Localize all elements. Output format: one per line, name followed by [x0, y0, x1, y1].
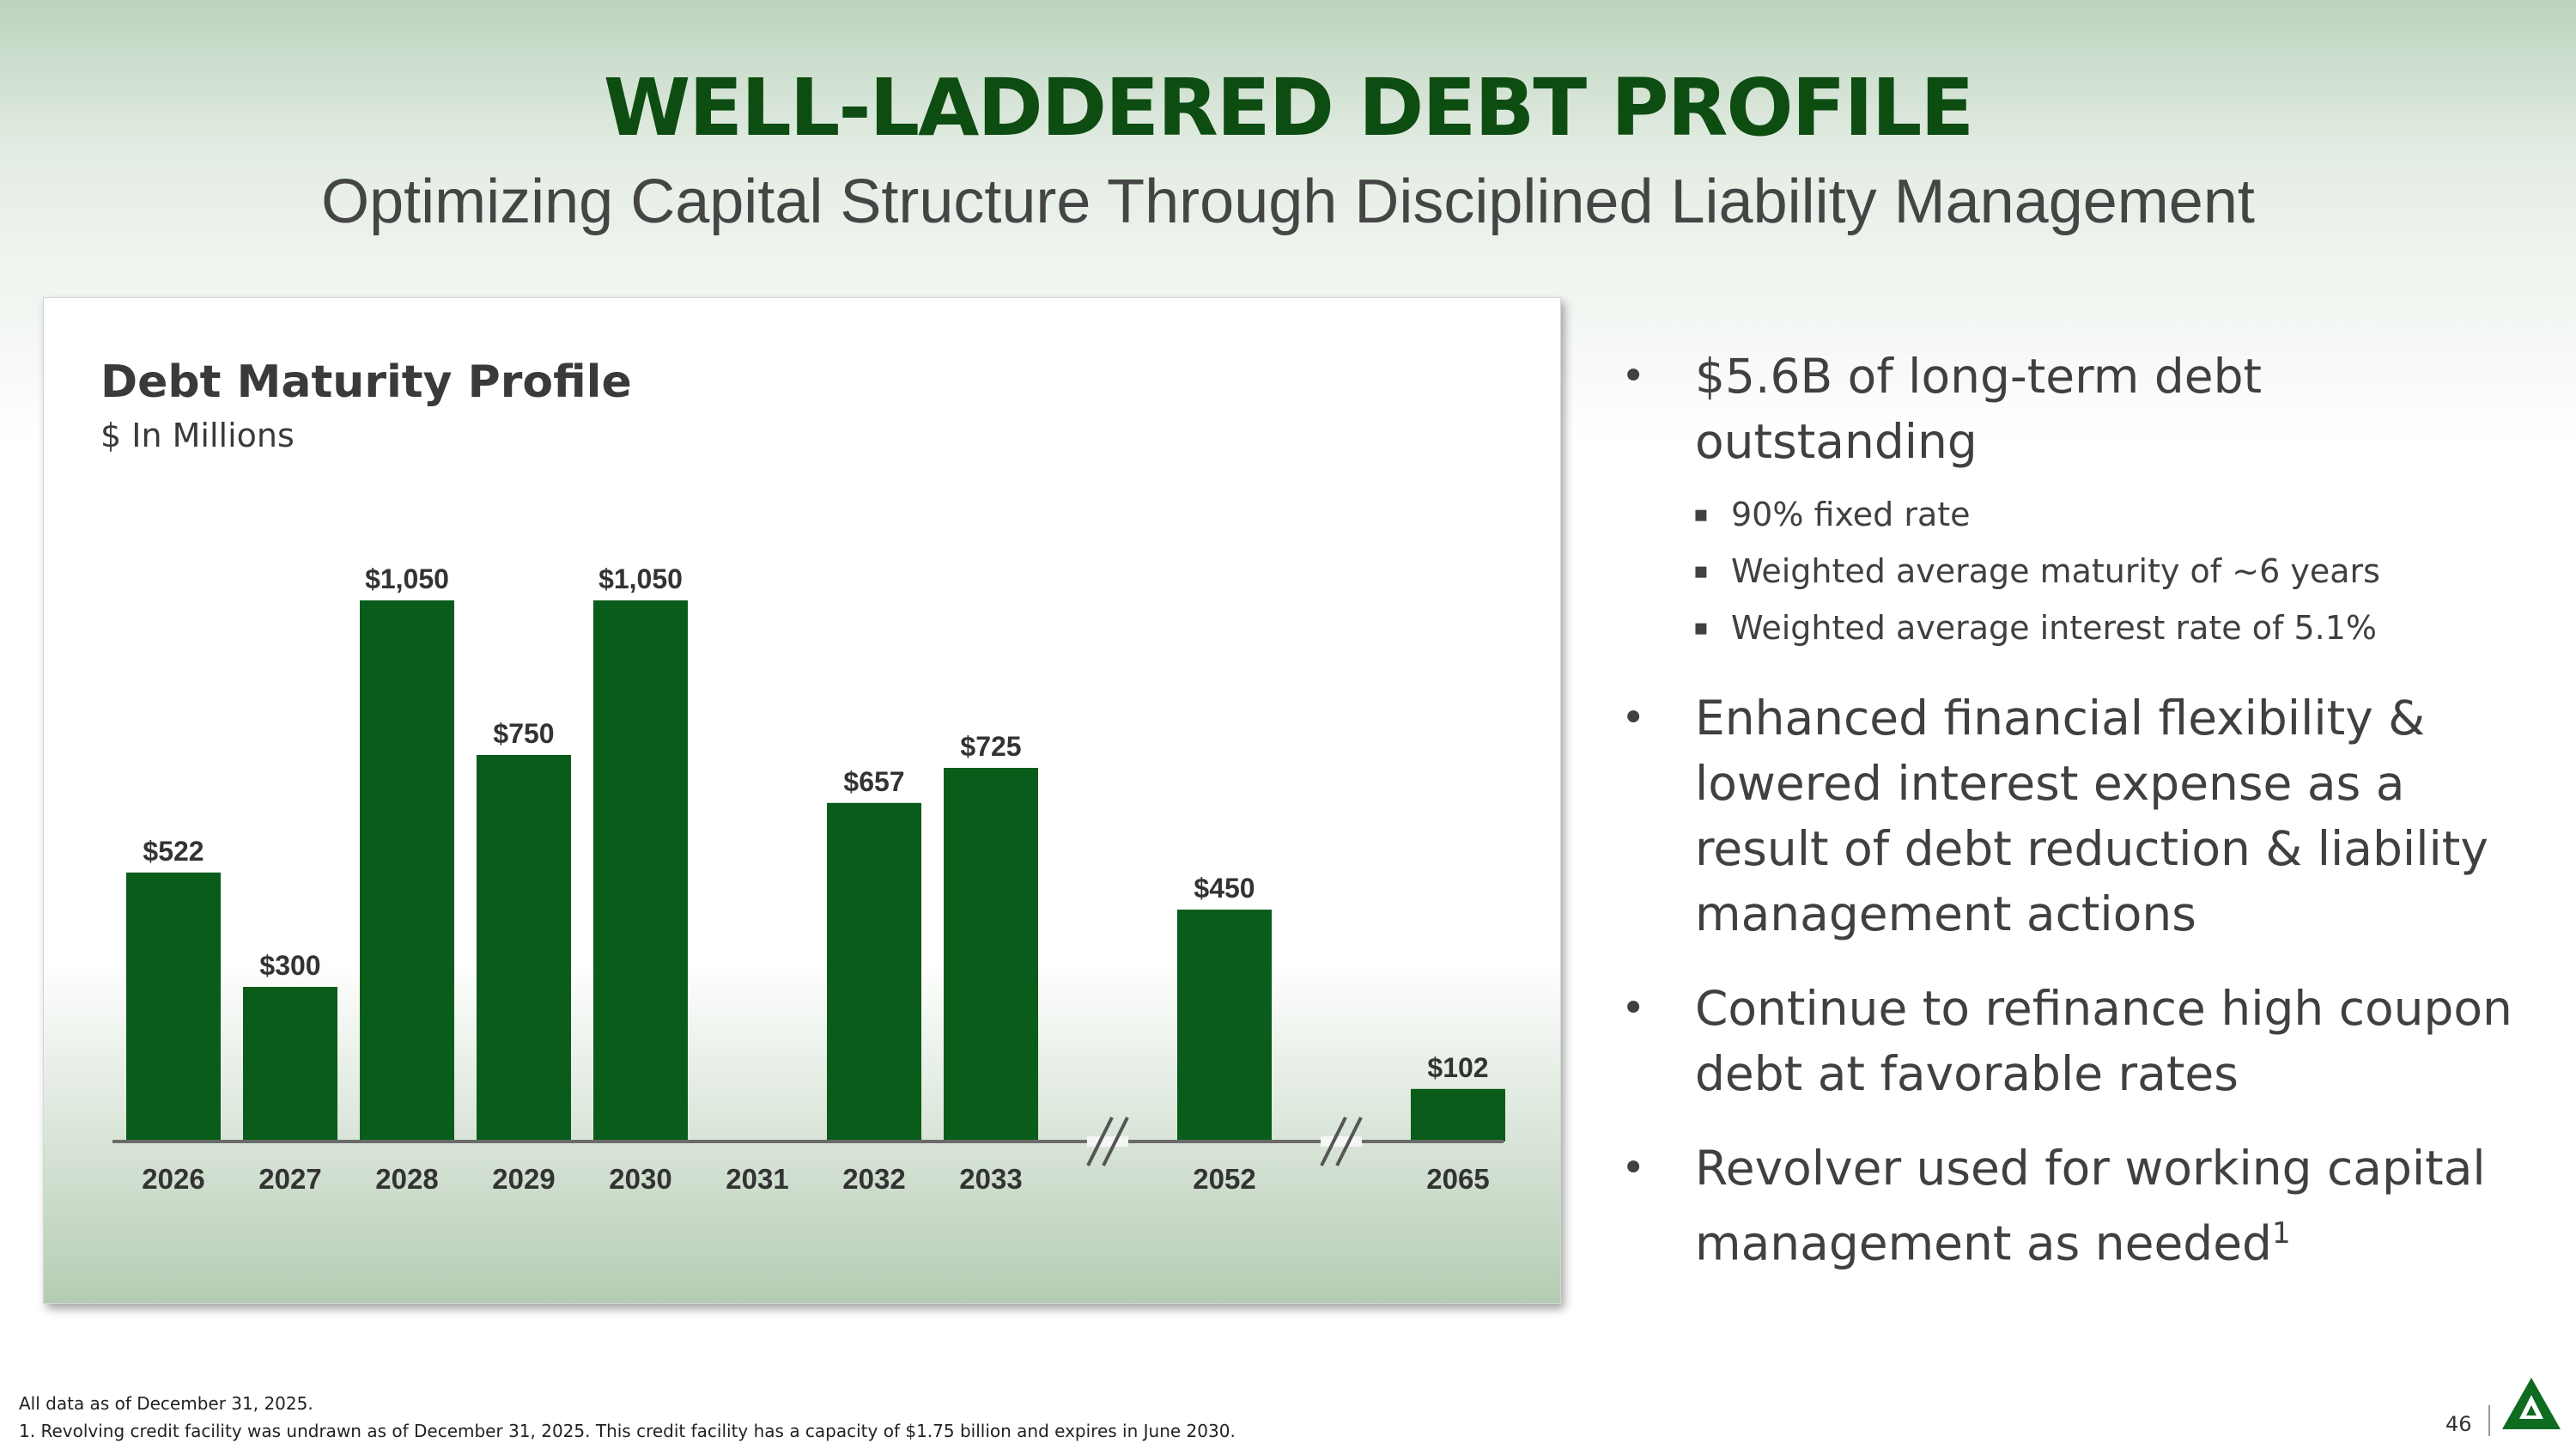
slide-subtitle: Optimizing Capital Structure Through Dis… [321, 167, 2255, 236]
bullet-list: • $5.6B of long-term debt outstanding ▪ 90%… [1614, 344, 2542, 1305]
data-label-2030: $1,050 [598, 563, 683, 594]
bullet-dot-icon: • [1621, 694, 1646, 742]
data-label-2033: $725 [960, 731, 1021, 762]
chart-units: $ In Millions [100, 417, 295, 454]
x-tick-2052: 2052 [1193, 1163, 1255, 1195]
bar-2065 [1411, 1088, 1505, 1142]
bullet-text: Enhanced financial flexibility & lowered… [1695, 691, 2488, 941]
bullet-item: • $5.6B of long-term debt outstanding ▪ 90%… [1614, 344, 2542, 656]
sub-bullet-text: Weighted average interest rate of 5.1% [1731, 609, 2377, 647]
x-tick-2029: 2029 [492, 1163, 555, 1195]
square-bullet-icon: ▪ [1693, 502, 1709, 527]
bar-2028 [360, 600, 454, 1142]
data-label-2052: $450 [1194, 873, 1255, 904]
data-label-2028: $1,050 [365, 563, 449, 594]
bullet-text: $5.6B of long-term debt outstanding [1695, 349, 2263, 469]
sub-bullet-text: Weighted average maturity of ~6 years [1731, 552, 2380, 590]
axis-break-mark-2033-1 [1102, 1117, 1129, 1166]
chart-panel: Debt Maturity Profile $ In Millions $522… [43, 297, 1561, 1304]
bar-2033 [944, 768, 1038, 1142]
sub-bullet-item: ▪ Weighted average maturity of ~6 years [1614, 543, 2542, 600]
axis-break-mark-2052-1 [1335, 1117, 1363, 1166]
bar-2052 [1177, 910, 1272, 1142]
x-tick-2027: 2027 [258, 1163, 321, 1195]
square-bullet-icon: ▪ [1693, 558, 1709, 584]
x-tick-2030: 2030 [609, 1163, 671, 1195]
bar-2027 [243, 987, 337, 1142]
bar-2026 [126, 872, 221, 1142]
sub-bullet-text: 90% fixed rate [1731, 496, 1971, 533]
page-separator [2488, 1405, 2490, 1436]
axis-break-gap-2052 [1321, 1136, 1362, 1147]
axis-break-gap-2033 [1087, 1136, 1128, 1147]
footnote-revolver: 1. Revolving credit facility was undrawn… [19, 1421, 1236, 1441]
chart-title: Debt Maturity Profile [100, 356, 632, 408]
bullet-dot-icon: • [1621, 1144, 1646, 1192]
x-tick-2028: 2028 [375, 1163, 438, 1195]
axis-break-mark-2033-0 [1086, 1117, 1114, 1166]
x-tick-2026: 2026 [142, 1163, 204, 1195]
bullet-item: • Continue to refinance high coupon debt … [1614, 976, 2542, 1106]
bullet-text: Continue to refinance high coupon debt a… [1695, 981, 2512, 1101]
company-triangle-logo-icon [2502, 1378, 2561, 1429]
x-tick-2032: 2032 [842, 1163, 905, 1195]
slide-title: WELL-LADDERED DEBT PROFILE [603, 62, 1974, 154]
bar-2029 [477, 755, 571, 1142]
sub-bullet-item: ▪ 90% fixed rate [1614, 486, 2542, 543]
bullet-item: • Revolver used for working capital manag… [1614, 1135, 2542, 1275]
sub-bullet-list: ▪ 90% fixed rate ▪ Weighted average maturit… [1693, 486, 2542, 656]
bullet-dot-icon: • [1621, 984, 1646, 1032]
data-label-2027: $300 [259, 950, 320, 981]
data-label-2032: $657 [843, 766, 904, 797]
bullet-text: Revolver used for working capital manage… [1695, 1141, 2486, 1271]
bar-2032 [827, 802, 921, 1142]
x-tick-2031: 2031 [726, 1163, 788, 1195]
page-number: 46 [2445, 1412, 2472, 1436]
footnote-marker: 1 [2271, 1216, 2291, 1251]
data-label-2065: $102 [1427, 1052, 1488, 1083]
bullet-item: • Enhanced financial flexibility & lowere… [1614, 685, 2542, 947]
square-bullet-icon: ▪ [1693, 615, 1709, 641]
bullet-dot-icon: • [1621, 352, 1646, 400]
footnotes: All data as of December 31, 2025. 1. Rev… [19, 1390, 1236, 1445]
x-tick-2033: 2033 [959, 1163, 1022, 1195]
footnote-as-of: All data as of December 31, 2025. [19, 1393, 313, 1414]
axis-break-mark-2052-0 [1320, 1117, 1347, 1166]
bar-2030 [593, 600, 688, 1142]
x-tick-2065: 2065 [1426, 1163, 1489, 1195]
sub-bullet-item: ▪ Weighted average interest rate of 5.1% [1614, 600, 2542, 656]
debt-maturity-chart: $522 2026 $300 2027 $1,050 2028 $750 2029 $1,050… [112, 563, 1505, 1195]
data-label-2029: $750 [493, 718, 554, 749]
data-label-2026: $522 [143, 836, 204, 867]
